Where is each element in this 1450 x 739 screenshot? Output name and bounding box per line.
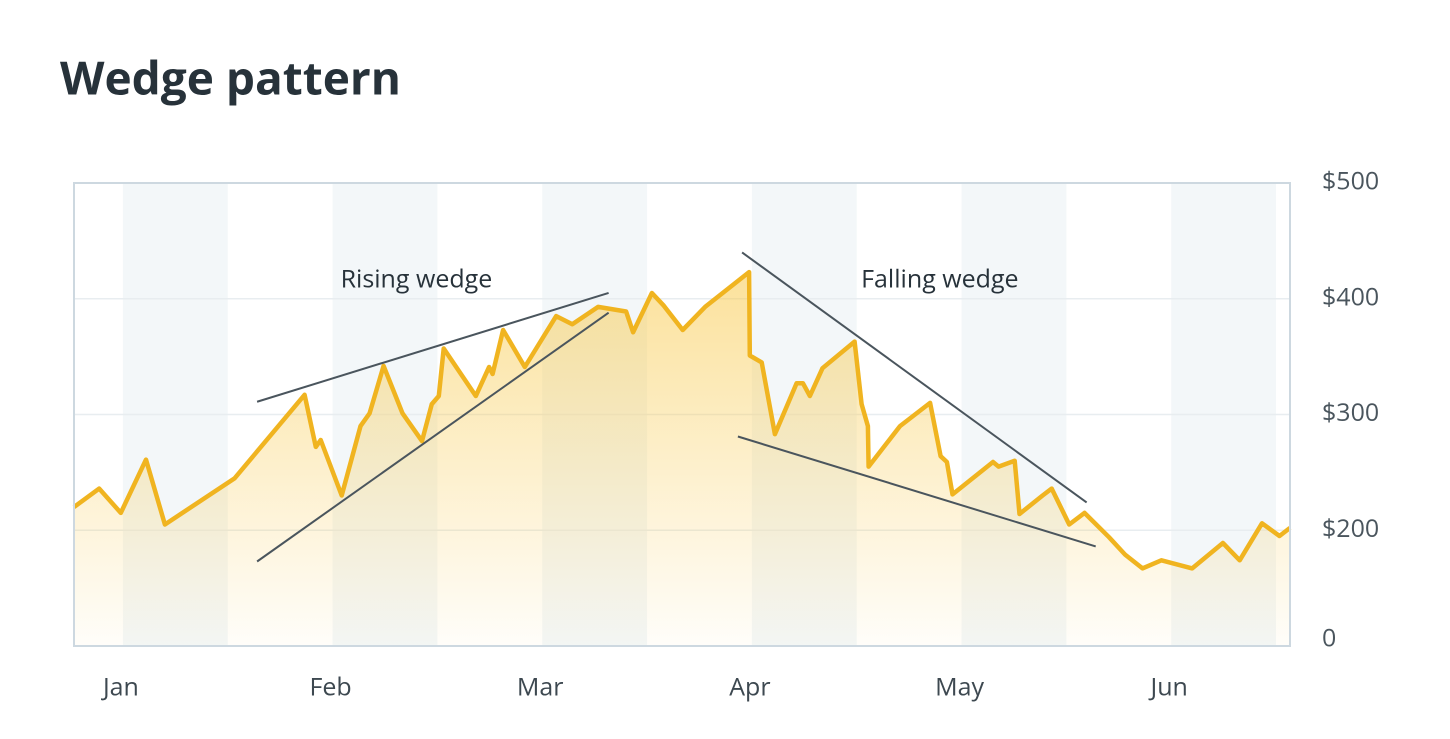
- trend-line: [741, 251, 1088, 504]
- y-tick-label: $300: [1322, 395, 1379, 429]
- trend-line: [737, 435, 1097, 548]
- x-tick-label: May: [935, 670, 984, 704]
- x-tick-label: Apr: [729, 670, 770, 704]
- area-fill: [74, 272, 1290, 646]
- price-line: [72, 269, 1292, 571]
- y-floor-label: 0: [1322, 621, 1336, 655]
- x-tick-label: Feb: [309, 670, 351, 704]
- y-tick-label: $200: [1322, 511, 1379, 545]
- trend-line: [256, 292, 609, 403]
- plot-border: [73, 182, 1291, 647]
- annotation-label: Falling wedge: [861, 262, 1018, 296]
- x-tick-label: Jan: [101, 670, 139, 704]
- annotation-label: Rising wedge: [341, 262, 493, 296]
- y-tick-label: $400: [1322, 279, 1379, 313]
- y-tick-label: $500: [1322, 164, 1379, 198]
- chart-title: Wedge pattern: [60, 46, 401, 108]
- x-tick-label: Mar: [517, 670, 564, 704]
- x-tick-label: Jun: [1149, 670, 1188, 704]
- trend-line: [256, 311, 610, 563]
